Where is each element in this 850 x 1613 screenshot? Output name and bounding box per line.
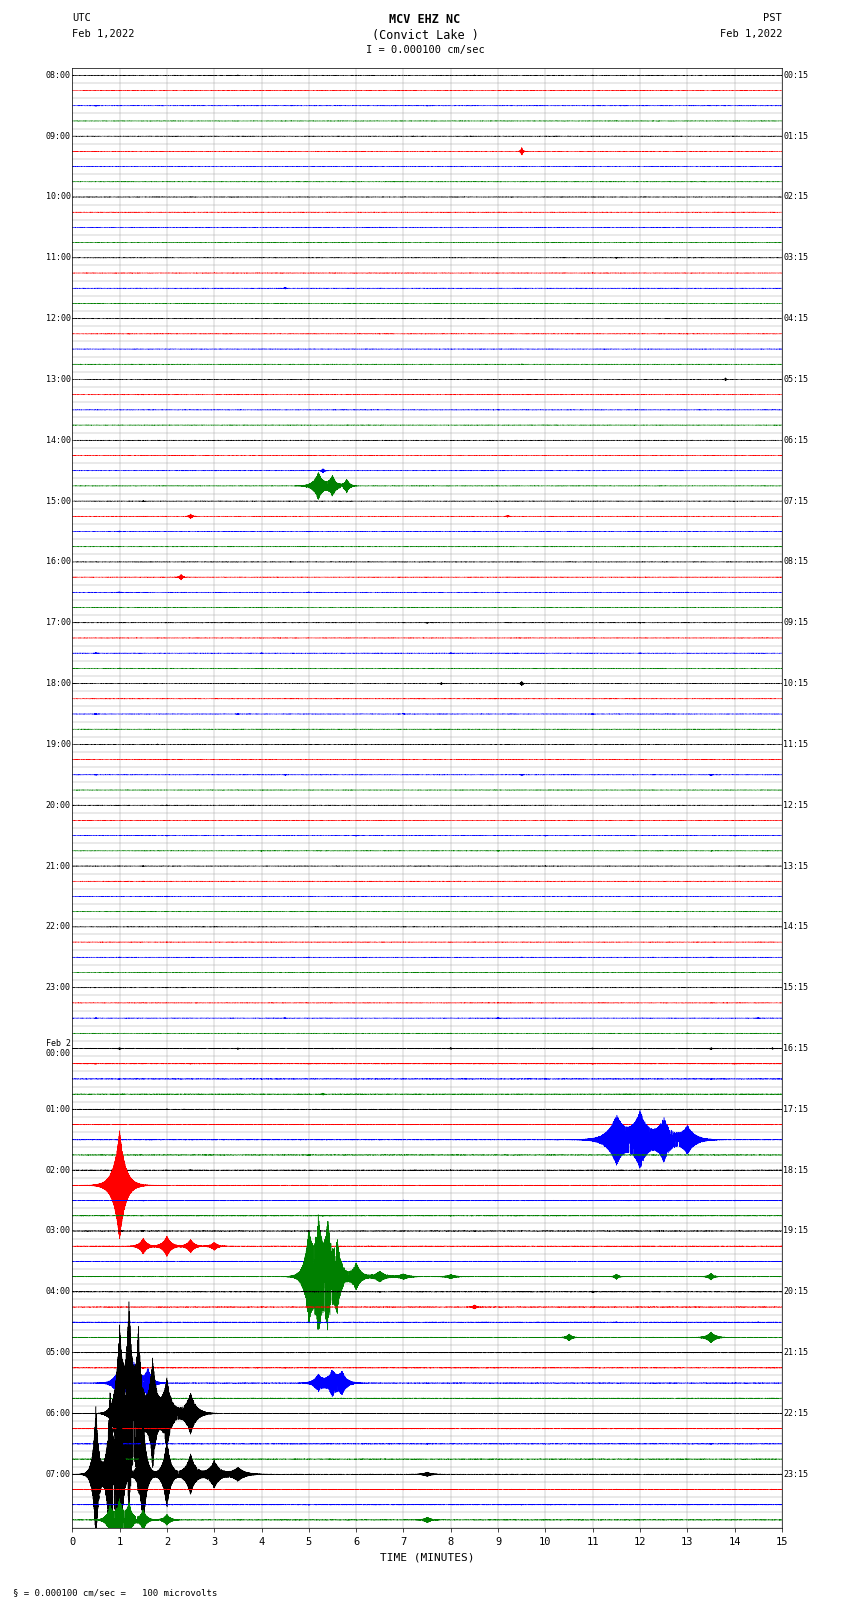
X-axis label: TIME (MINUTES): TIME (MINUTES) bbox=[380, 1552, 474, 1561]
Text: Feb 1,2022: Feb 1,2022 bbox=[719, 29, 782, 39]
Text: I = 0.000100 cm/sec: I = 0.000100 cm/sec bbox=[366, 45, 484, 55]
Text: Feb 1,2022: Feb 1,2022 bbox=[72, 29, 135, 39]
Text: MCV EHZ NC: MCV EHZ NC bbox=[389, 13, 461, 26]
Text: UTC: UTC bbox=[72, 13, 91, 23]
Text: § = 0.000100 cm/sec =   100 microvolts: § = 0.000100 cm/sec = 100 microvolts bbox=[13, 1587, 217, 1597]
Text: (Convict Lake ): (Convict Lake ) bbox=[371, 29, 479, 42]
Text: PST: PST bbox=[763, 13, 782, 23]
